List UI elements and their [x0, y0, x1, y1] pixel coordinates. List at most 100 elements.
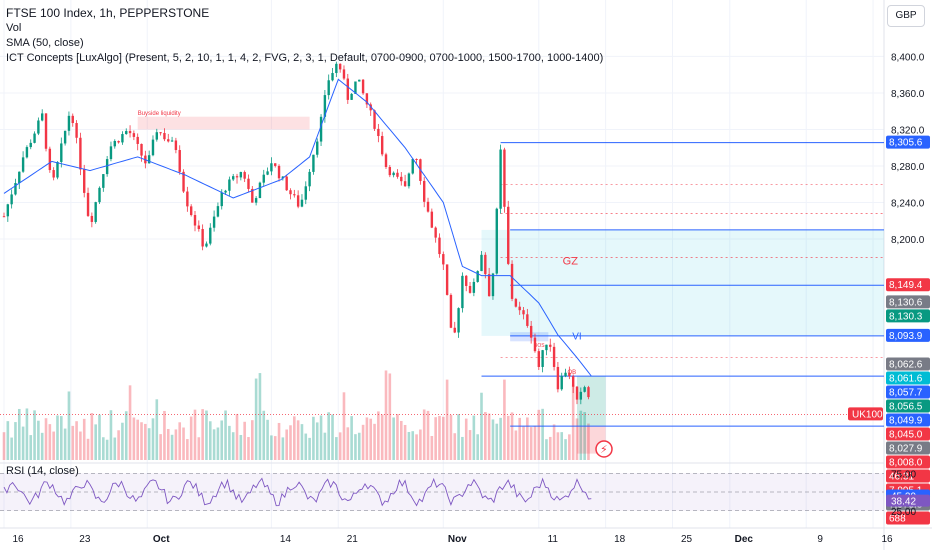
- volume-bar: [140, 422, 143, 460]
- candle-body: [266, 171, 269, 175]
- candle-body: [37, 120, 40, 134]
- price-tag: [886, 295, 930, 309]
- candle-body: [403, 181, 407, 187]
- volume-bar: [258, 373, 262, 460]
- candle-body: [293, 194, 296, 196]
- rsi-tag: [886, 494, 930, 507]
- price-tag: [886, 278, 930, 292]
- candle-body: [579, 391, 583, 400]
- price-tag: [886, 511, 930, 525]
- candle-body: [79, 137, 82, 170]
- price-tag-label: 688: [889, 513, 906, 524]
- volume-bar: [52, 431, 55, 460]
- volume-bar: [541, 408, 544, 460]
- candle-body: [212, 216, 216, 228]
- candle-body: [121, 134, 124, 143]
- rsi-tick-label: 25.00: [891, 507, 916, 518]
- candle-body: [529, 325, 533, 338]
- price-tag-label: 8,062.6: [889, 359, 923, 370]
- candle-body: [434, 227, 437, 238]
- candle-body: [407, 173, 411, 187]
- candle-body: [155, 132, 158, 140]
- volume-bar: [60, 416, 63, 460]
- candle-body: [457, 308, 460, 333]
- volume-bar: [415, 434, 418, 460]
- volume-bar: [285, 429, 288, 460]
- volume-bar: [331, 414, 334, 460]
- volume-bar: [560, 432, 564, 460]
- rsi-tick-label: 75.00: [891, 469, 916, 480]
- volume-bar: [105, 439, 109, 460]
- volume-bar: [163, 410, 166, 460]
- price-tag: [886, 413, 930, 427]
- candle-body: [48, 148, 52, 171]
- candle-body: [465, 275, 468, 286]
- volume-bar: [510, 412, 514, 460]
- gz-zone: [481, 229, 884, 336]
- volume-bar: [346, 427, 350, 460]
- volume-bar: [296, 420, 300, 460]
- volume-bar: [182, 427, 185, 460]
- candle-body: [228, 179, 231, 191]
- volume-bar: [518, 417, 521, 460]
- volume-bar: [380, 414, 384, 460]
- candle-body: [140, 143, 143, 156]
- volume-bar: [377, 411, 380, 460]
- volume-bar: [262, 410, 266, 460]
- candle-body: [346, 78, 349, 100]
- time-tick-label: 11: [548, 534, 559, 545]
- candle-body: [472, 281, 476, 293]
- candle-body: [71, 115, 74, 124]
- candle-body: [480, 254, 483, 272]
- volume-bar: [71, 425, 75, 460]
- candle-body: [113, 140, 116, 147]
- annotation-label: Buyside liquidity: [138, 111, 181, 117]
- volume-bar: [426, 410, 430, 460]
- chart-legend: FTSE 100 Index, 1h, PEPPERSTONE Vol SMA …: [6, 6, 603, 66]
- candle-body: [174, 140, 178, 151]
- price-candles: [2, 61, 590, 405]
- volume-bar: [422, 409, 426, 460]
- candle-body: [243, 172, 246, 179]
- candle-body: [304, 186, 307, 200]
- flash-icon: [595, 440, 613, 458]
- volume-bar: [67, 391, 71, 460]
- candle-body: [189, 206, 193, 216]
- candle-body: [186, 191, 189, 207]
- volume-bar: [86, 438, 90, 460]
- volume-bar: [468, 430, 472, 460]
- volume-bar: [247, 437, 250, 460]
- volume-bar: [124, 411, 128, 460]
- volume-bar: [273, 436, 277, 460]
- currency-button[interactable]: GBP: [887, 5, 925, 27]
- price-tag-label: 8,130.6: [889, 297, 923, 308]
- time-tick-label: 14: [280, 534, 292, 545]
- volume-bar: [293, 416, 296, 460]
- candle-body: [205, 243, 208, 247]
- volume-bar: [300, 424, 304, 460]
- candle-body: [193, 215, 197, 226]
- candle-body: [159, 132, 162, 134]
- candle-body: [75, 123, 78, 138]
- candle-body: [94, 202, 97, 222]
- volume-bar: [319, 415, 323, 460]
- candle-body: [56, 161, 59, 178]
- price-tag-label: 8,057.7: [889, 387, 923, 398]
- candle-body: [396, 172, 399, 177]
- candle-body: [102, 174, 105, 188]
- position-target-zone: [577, 376, 606, 427]
- price-tag: [886, 309, 930, 323]
- candle-body: [522, 310, 525, 315]
- candle-body: [41, 113, 44, 121]
- candle-body: [510, 263, 514, 299]
- candle-body: [533, 337, 537, 352]
- candle-body: [220, 192, 223, 207]
- volume-bar: [79, 431, 82, 460]
- volume-bar: [461, 436, 464, 460]
- candle-body: [86, 192, 90, 216]
- candle-body: [445, 264, 449, 295]
- candle-body: [209, 227, 212, 244]
- volume-bar: [552, 424, 556, 460]
- candle-body: [499, 149, 502, 209]
